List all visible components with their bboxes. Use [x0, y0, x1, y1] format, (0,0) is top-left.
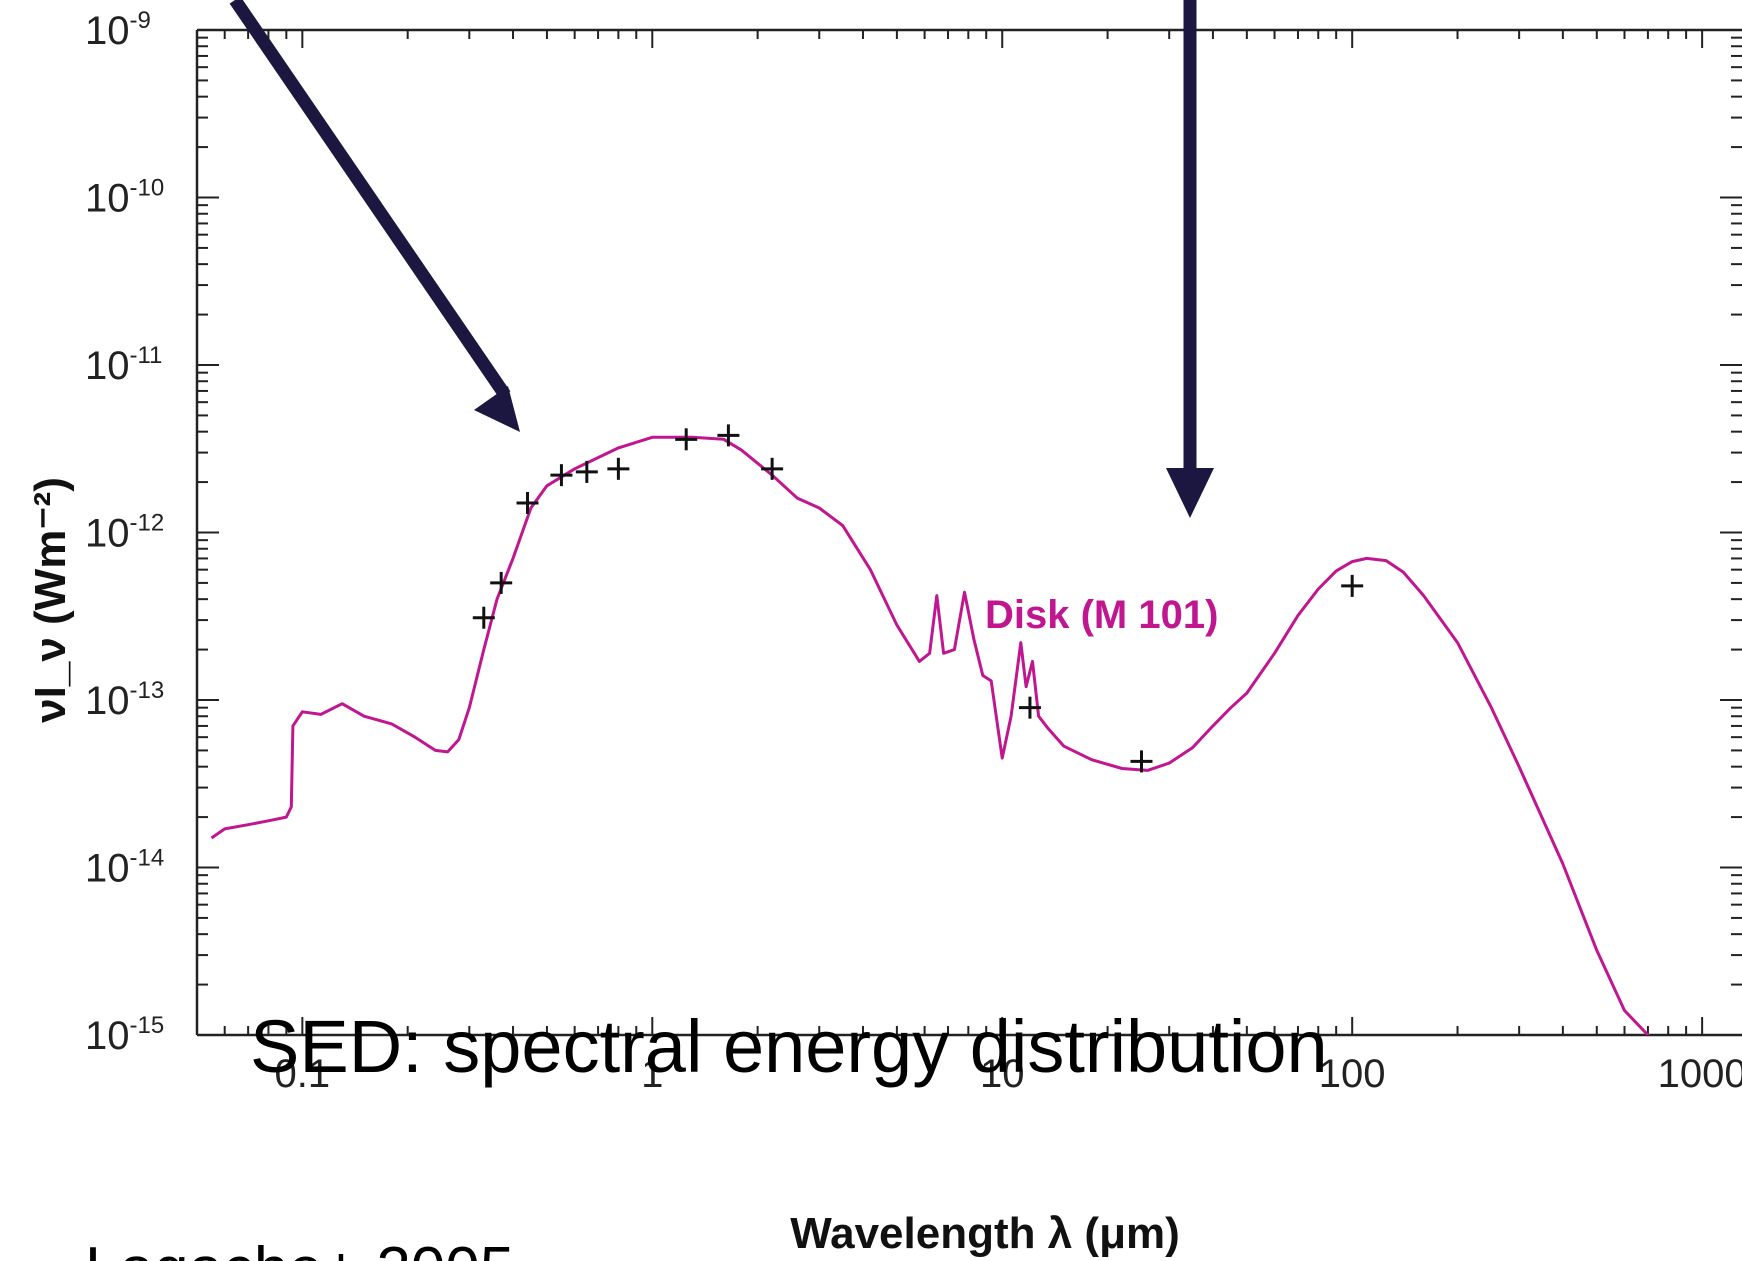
series-label: Disk (M 101)	[985, 593, 1218, 637]
data-point	[761, 457, 784, 480]
data-point	[550, 464, 573, 487]
y-tick-label: 10-15	[85, 1012, 164, 1058]
data-point	[675, 428, 698, 451]
data-point	[472, 606, 495, 629]
chart-caption: SED: spectral energy distribution	[250, 1005, 1328, 1088]
credit-label: Lagache+ 2005	[85, 1235, 514, 1261]
data-point	[575, 460, 598, 483]
series-line-disk-m101	[210, 435, 1651, 1035]
arrow-farir-head	[1166, 468, 1214, 518]
x-tick-label: 10	[980, 1052, 1025, 1096]
x-tick-labels: 0.1 1 10 100 1000	[275, 1052, 1742, 1096]
annotation-arrows	[229, 0, 1214, 518]
data-point	[490, 571, 513, 594]
x-tick-label: 1000	[1658, 1052, 1742, 1096]
x-tick-label: 1	[641, 1052, 663, 1096]
data-point	[1018, 696, 1041, 719]
y-axis-label: νI_ν (Wm⁻²)	[26, 477, 75, 723]
x-tick-label: 100	[1319, 1052, 1386, 1096]
x-axis-label: Wavelength λ (μm)	[790, 1209, 1180, 1258]
data-point	[516, 492, 539, 515]
plot-frame	[195, 28, 1742, 1037]
data-point	[717, 424, 740, 447]
data-point	[1130, 750, 1153, 773]
y-tick-label: 10-11	[85, 342, 162, 388]
y-tick-label: 10-14	[85, 845, 164, 891]
y-tick-label: 10-9	[85, 7, 151, 53]
data-point-markers	[472, 424, 1364, 773]
y-tick-label: 10-13	[85, 677, 164, 723]
y-tick-labels: 10-9 10-10 10-11 10-12 10-13 10-14 10-15	[85, 7, 164, 1058]
y-tick-label: 10-12	[85, 510, 164, 556]
arrow-optical-shaft	[229, 0, 511, 399]
arrow-optical-head	[474, 386, 520, 432]
data-point	[607, 457, 630, 480]
x-tick-label: 0.1	[275, 1052, 331, 1096]
axis-ticks	[196, 29, 1742, 1036]
y-tick-label: 10-10	[85, 175, 164, 221]
data-point	[1341, 574, 1364, 597]
